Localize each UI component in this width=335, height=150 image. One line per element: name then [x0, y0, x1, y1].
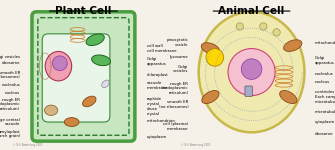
Text: amyloplast
(starch grain): amyloplast (starch grain): [0, 129, 20, 138]
Text: ribosome: ribosome: [315, 132, 333, 136]
Text: smooth ER
(no ribosomes): smooth ER (no ribosomes): [0, 71, 20, 79]
Text: druse
crystal: druse crystal: [147, 107, 160, 116]
Text: cell wall: cell wall: [147, 44, 162, 48]
Ellipse shape: [82, 96, 96, 107]
FancyBboxPatch shape: [42, 34, 110, 122]
Text: rough ER
(endoplasmic
reticulum): rough ER (endoplasmic reticulum): [0, 98, 20, 111]
Circle shape: [236, 23, 244, 30]
Text: rough ER
(endoplasmic
reticulum): rough ER (endoplasmic reticulum): [162, 82, 188, 95]
Circle shape: [260, 23, 267, 30]
Text: smooth ER
(no ribosomes): smooth ER (no ribosomes): [158, 100, 188, 109]
Text: cytoplasm: cytoplasm: [147, 135, 167, 139]
Text: © S.H. Armstrong 2001: © S.H. Armstrong 2001: [181, 142, 210, 147]
Text: pinocytotic
vesicle: pinocytotic vesicle: [166, 38, 188, 47]
Text: © S.H. Armstrong 2001: © S.H. Armstrong 2001: [13, 142, 42, 147]
Text: vacuole
membrane: vacuole membrane: [147, 81, 168, 90]
Text: ribosome: ribosome: [2, 61, 20, 65]
Ellipse shape: [86, 34, 104, 46]
Circle shape: [53, 56, 67, 71]
Text: raphide
crystal: raphide crystal: [147, 97, 161, 106]
Ellipse shape: [228, 49, 275, 96]
Ellipse shape: [45, 105, 58, 116]
Text: nucleolus: nucleolus: [1, 83, 20, 87]
Text: nucleus: nucleus: [5, 91, 20, 95]
Text: Golgi vesicles: Golgi vesicles: [0, 55, 20, 59]
Ellipse shape: [102, 80, 109, 88]
Text: mitochondrion: mitochondrion: [315, 41, 335, 45]
Text: cell membrane: cell membrane: [147, 50, 176, 54]
Text: large central
vacuole: large central vacuole: [0, 118, 20, 126]
Text: nucleus: nucleus: [315, 80, 330, 84]
Ellipse shape: [64, 118, 79, 126]
Ellipse shape: [91, 55, 111, 66]
FancyBboxPatch shape: [32, 12, 135, 141]
Text: centrioles (2)
Each composed of 9
microtubule triplets: centrioles (2) Each composed of 9 microt…: [315, 90, 335, 104]
Text: Golgi
apparatus: Golgi apparatus: [147, 57, 166, 66]
Text: mitochondrion: mitochondrion: [147, 118, 176, 123]
Text: lysosome: lysosome: [170, 55, 188, 59]
Text: chloroplast: chloroplast: [147, 73, 169, 77]
Ellipse shape: [280, 90, 297, 104]
Text: cell (plasma)
membrane: cell (plasma) membrane: [163, 122, 188, 131]
Text: Golgi
vesicles: Golgi vesicles: [173, 65, 188, 73]
Ellipse shape: [199, 12, 305, 132]
Circle shape: [273, 29, 280, 36]
FancyBboxPatch shape: [245, 86, 252, 96]
Ellipse shape: [284, 40, 302, 51]
Circle shape: [206, 49, 224, 66]
Text: Plant Cell: Plant Cell: [55, 6, 112, 16]
Text: cytoplasm: cytoplasm: [315, 120, 335, 124]
Circle shape: [241, 59, 262, 79]
Ellipse shape: [202, 90, 219, 104]
Text: Golgi
apparatus: Golgi apparatus: [315, 56, 335, 65]
Ellipse shape: [201, 43, 219, 54]
Text: microtubules: microtubules: [315, 110, 335, 114]
Text: nucleolus: nucleolus: [315, 72, 334, 76]
Text: Animal Cell: Animal Cell: [218, 6, 285, 16]
Ellipse shape: [45, 51, 72, 81]
